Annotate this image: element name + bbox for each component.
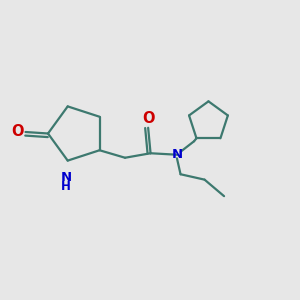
Text: H: H: [61, 180, 71, 193]
Text: O: O: [11, 124, 23, 140]
Text: O: O: [142, 111, 155, 126]
Text: N: N: [172, 148, 183, 161]
Text: N: N: [61, 171, 72, 184]
